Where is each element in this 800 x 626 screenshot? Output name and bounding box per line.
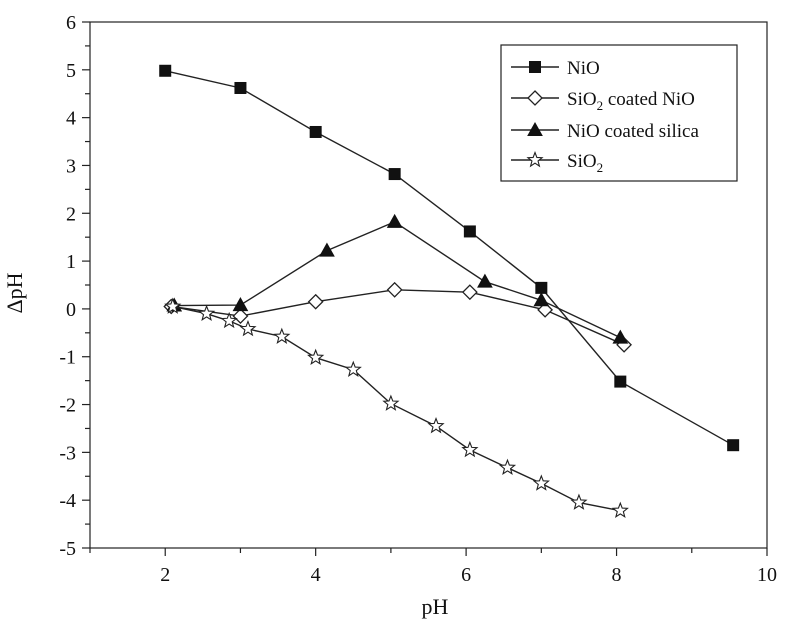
x-tick-label: 8 [612,564,622,586]
point [532,474,550,491]
series-line [165,70,734,446]
point [307,348,325,365]
y-tick-label: -2 [59,395,76,417]
series-line [172,305,621,512]
y-tick-label: 2 [66,203,76,225]
point [309,125,322,138]
point [527,121,543,136]
x-tick-label: 2 [160,564,170,586]
legend: NiO SiO2 coated NiO NiO coated silica SiO2 [500,44,738,182]
point [164,297,182,314]
y-tick-label: -3 [59,442,76,464]
x-axis-label: pH [422,594,449,619]
point [727,439,740,452]
point [527,90,543,106]
series-sio2-coated-nio [163,281,632,353]
legend-entry: SiO2 [511,150,603,175]
x-tick-label: 6 [461,564,471,586]
point [526,150,544,168]
point [611,501,629,519]
legend-label: NiO [567,58,600,79]
point [197,304,216,322]
point [535,281,548,294]
point [533,292,550,307]
y-tick-label: -4 [59,490,76,512]
y-tick-label: 0 [66,299,76,321]
point [234,81,247,94]
y-tick-label: 6 [66,12,76,34]
point [220,311,238,329]
y-axis-label: ΔpH [2,272,27,313]
legend-label: SiO2 coated NiO [567,89,695,113]
point [232,297,249,312]
point [159,64,172,77]
legend-entry: NiO [511,58,600,79]
point [382,394,400,411]
point [307,293,324,310]
legend-label: NiO coated silica [567,121,699,142]
point [319,242,335,257]
y-tick-label: 3 [66,155,76,177]
y-tick-label: 4 [66,108,76,130]
point [427,417,445,434]
series-sio2 [164,297,629,519]
point [239,319,257,337]
point [386,213,403,228]
point [570,493,588,510]
x-tick-label: 4 [311,564,321,586]
point [612,329,629,344]
point [614,375,627,388]
point [463,225,476,238]
point [344,360,362,377]
point [529,61,541,73]
y-tick-label: -1 [59,347,76,369]
y-tick-label: -5 [59,538,76,560]
point [461,440,479,458]
legend-label: SiO2 [567,151,603,175]
y-tick-label: 1 [66,251,76,273]
point [273,327,291,344]
point [477,273,493,288]
x-tick-label: 10 [757,564,777,586]
legend-entry: SiO2 coated NiO [511,89,695,113]
point [461,284,478,301]
x-axis: 2 4 6 8 10 [89,548,777,586]
series-layer [159,64,740,519]
series-nio [159,64,740,452]
point [537,301,554,318]
point [386,281,403,298]
legend-entry: NiO coated silica [511,121,699,142]
y-tick-label: 5 [66,60,76,82]
point [498,458,517,475]
point [232,308,249,325]
point [388,168,401,181]
y-axis: -5 -4 -3 -2 -1 0 1 2 3 4 5 6 [59,12,90,560]
